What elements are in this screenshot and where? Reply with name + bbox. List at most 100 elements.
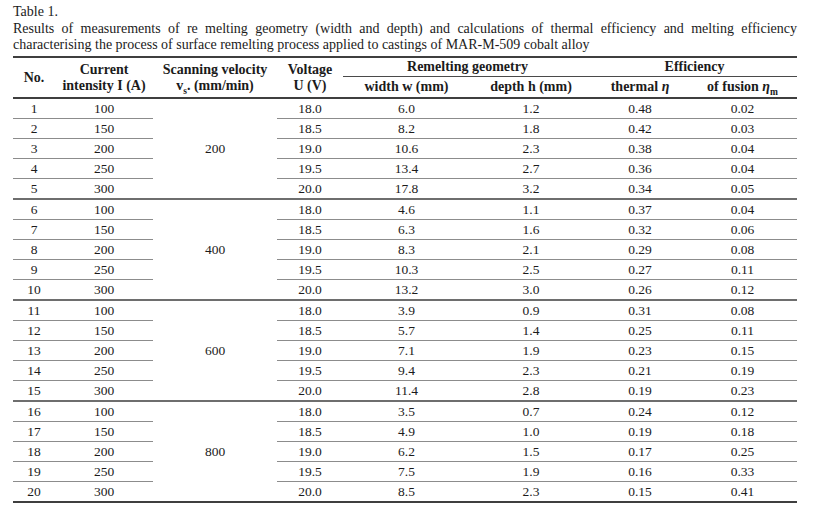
cell-current-intensity: 250	[55, 462, 153, 482]
table-row: 1425019.59.42.30.210.19	[13, 361, 797, 381]
cell-current-intensity: 250	[55, 361, 153, 381]
table-row: 1530020.011.42.80.190.23	[13, 381, 797, 402]
cell-depth: 0.7	[470, 401, 592, 422]
cell-fusion-efficiency: 0.41	[688, 482, 797, 503]
cell-depth: 2.3	[470, 361, 592, 381]
cell-current-intensity: 150	[55, 422, 153, 442]
cell-thermal-efficiency: 0.48	[592, 98, 688, 119]
cell-no: 16	[13, 401, 55, 422]
cell-current-intensity: 200	[55, 341, 153, 361]
cell-no: 9	[13, 260, 55, 280]
cell-width: 7.5	[343, 462, 470, 482]
cell-no: 12	[13, 321, 55, 341]
table-row: 1715018.54.91.00.190.18	[13, 422, 797, 442]
cell-thermal-efficiency: 0.21	[592, 361, 688, 381]
cell-thermal-efficiency: 0.26	[592, 280, 688, 301]
cell-fusion-efficiency: 0.11	[688, 260, 797, 280]
cell-width: 11.4	[343, 381, 470, 402]
cell-width: 10.3	[343, 260, 470, 280]
table-row: 610040018.04.61.10.370.04	[13, 199, 797, 220]
cell-fusion-efficiency: 0.18	[688, 422, 797, 442]
cell-voltage: 19.5	[277, 159, 343, 179]
cell-voltage: 19.0	[277, 240, 343, 260]
cell-fusion-efficiency: 0.15	[688, 341, 797, 361]
cell-depth: 1.8	[470, 119, 592, 139]
cell-fusion-efficiency: 0.12	[688, 280, 797, 301]
cell-depth: 1.5	[470, 442, 592, 462]
col-header-thermal-efficiency: thermalη	[592, 77, 688, 99]
cell-thermal-efficiency: 0.19	[592, 381, 688, 402]
cell-voltage: 19.0	[277, 341, 343, 361]
cell-depth: 2.8	[470, 381, 592, 402]
cell-fusion-efficiency: 0.08	[688, 240, 797, 260]
cell-no: 8	[13, 240, 55, 260]
table-row: 1610080018.03.50.70.240.12	[13, 401, 797, 422]
cell-depth: 2.3	[470, 482, 592, 503]
cell-scanning-velocity: 800	[153, 401, 277, 502]
cell-no: 11	[13, 300, 55, 321]
cell-voltage: 18.0	[277, 300, 343, 321]
cell-scanning-velocity: 600	[153, 300, 277, 401]
table-body: 110020018.06.01.20.480.02215018.58.21.80…	[13, 98, 797, 502]
cell-voltage: 20.0	[277, 482, 343, 503]
cell-scanning-velocity: 400	[153, 199, 277, 300]
table-row: 715018.56.31.60.320.06	[13, 220, 797, 240]
cell-current-intensity: 300	[55, 280, 153, 301]
cell-thermal-efficiency: 0.31	[592, 300, 688, 321]
caption-line2: characterising the process of surface re…	[13, 37, 797, 54]
cell-current-intensity: 150	[55, 321, 153, 341]
cell-width: 17.8	[343, 179, 470, 200]
col-header-no: No.	[13, 57, 55, 98]
cell-voltage: 20.0	[277, 179, 343, 200]
table-caption: Table 1. Results of measurements of re m…	[13, 4, 797, 54]
cell-depth: 1.9	[470, 462, 592, 482]
cell-no: 13	[13, 341, 55, 361]
table-row: 530020.017.83.20.340.05	[13, 179, 797, 200]
cell-fusion-efficiency: 0.03	[688, 119, 797, 139]
cell-depth: 3.2	[470, 179, 592, 200]
cell-no: 4	[13, 159, 55, 179]
cell-width: 4.6	[343, 199, 470, 220]
table-row: 1215018.55.71.40.250.11	[13, 321, 797, 341]
cell-voltage: 19.0	[277, 442, 343, 462]
cell-current-intensity: 100	[55, 401, 153, 422]
cell-no: 20	[13, 482, 55, 503]
cell-no: 14	[13, 361, 55, 381]
cell-no: 19	[13, 462, 55, 482]
cell-depth: 1.9	[470, 341, 592, 361]
cell-no: 2	[13, 119, 55, 139]
cell-thermal-efficiency: 0.34	[592, 179, 688, 200]
table-row: 1030020.013.23.00.260.12	[13, 280, 797, 301]
cell-depth: 0.9	[470, 300, 592, 321]
cell-fusion-efficiency: 0.19	[688, 361, 797, 381]
cell-depth: 2.7	[470, 159, 592, 179]
table-row: 425019.513.42.70.360.04	[13, 159, 797, 179]
cell-current-intensity: 300	[55, 482, 153, 503]
cell-depth: 2.1	[470, 240, 592, 260]
cell-depth: 2.5	[470, 260, 592, 280]
cell-fusion-efficiency: 0.04	[688, 199, 797, 220]
cell-no: 1	[13, 98, 55, 119]
table-row: 1820019.06.21.50.170.25	[13, 442, 797, 462]
col-header-depth: depth h (mm)	[470, 77, 592, 99]
table-header-row-groups: No. Current intensity I (A) Scanning vel…	[13, 57, 797, 77]
cell-thermal-efficiency: 0.37	[592, 199, 688, 220]
cell-voltage: 18.0	[277, 98, 343, 119]
col-header-fusion-efficiency: of fusionηm	[688, 77, 797, 99]
col-header-voltage: Voltage U (V)	[277, 57, 343, 98]
page: Table 1. Results of measurements of re m…	[0, 0, 838, 512]
cell-width: 9.4	[343, 361, 470, 381]
cell-depth: 1.2	[470, 98, 592, 119]
cell-voltage: 18.0	[277, 199, 343, 220]
table-row: 2030020.08.52.30.150.41	[13, 482, 797, 503]
cell-voltage: 18.5	[277, 220, 343, 240]
cell-thermal-efficiency: 0.42	[592, 119, 688, 139]
cell-voltage: 18.5	[277, 422, 343, 442]
cell-voltage: 18.5	[277, 119, 343, 139]
group-header-remelting-geometry: Remelting geometry	[343, 57, 592, 77]
cell-voltage: 18.5	[277, 321, 343, 341]
cell-width: 13.4	[343, 159, 470, 179]
cell-no: 5	[13, 179, 55, 200]
cell-no: 17	[13, 422, 55, 442]
table-row: 1925019.57.51.90.160.33	[13, 462, 797, 482]
